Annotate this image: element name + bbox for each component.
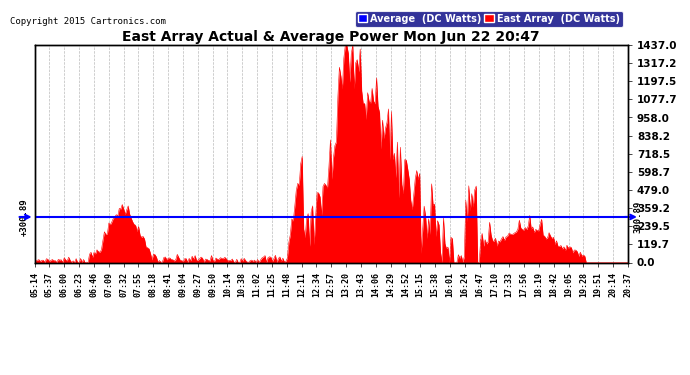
Text: 300.89: 300.89 xyxy=(634,201,643,233)
Text: +300.89: +300.89 xyxy=(19,198,28,236)
Title: East Array Actual & Average Power Mon Jun 22 20:47: East Array Actual & Average Power Mon Ju… xyxy=(122,30,540,44)
Legend: Average  (DC Watts), East Array  (DC Watts): Average (DC Watts), East Array (DC Watts… xyxy=(355,11,623,27)
Text: Copyright 2015 Cartronics.com: Copyright 2015 Cartronics.com xyxy=(10,17,166,26)
